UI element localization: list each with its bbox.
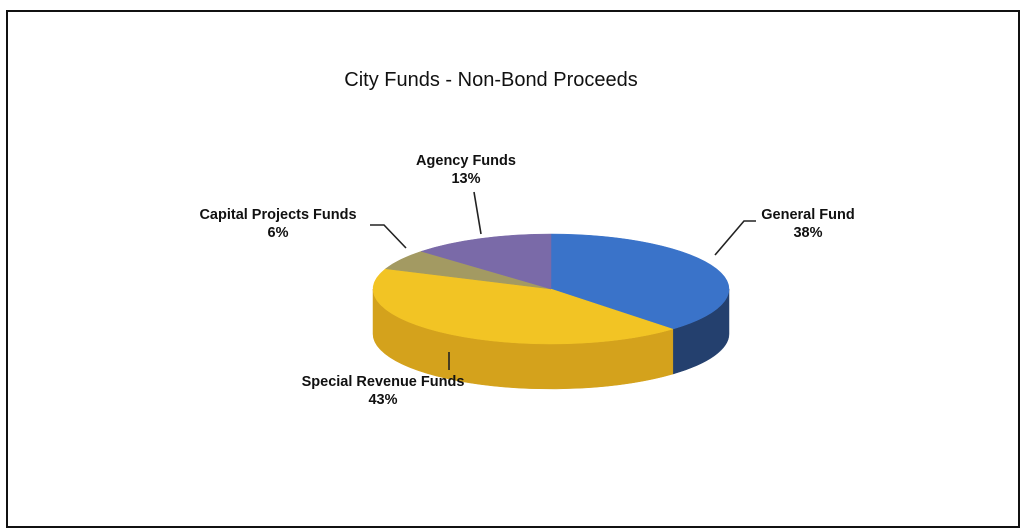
slice-value-capital-projects-funds: 6% [268, 225, 289, 241]
slice-labels: General Fund 38% Special Revenue Funds 43% C… [199, 153, 854, 408]
pie-slice-general-fund [550, 233, 730, 330]
pie-top [372, 233, 730, 345]
slice-value-agency-funds: 13% [451, 171, 480, 187]
chart-frame: City Funds - Non-Bond Proceeds General F… [6, 10, 1020, 528]
pie-slice-special-revenue-funds [372, 268, 674, 345]
slice-label-special-revenue-funds: Special Revenue Funds [302, 374, 465, 390]
leader-line-agency-funds [473, 191, 482, 235]
slice-value-special-revenue-funds: 43% [368, 392, 397, 408]
slice-label-agency-funds: Agency Funds [416, 153, 516, 169]
chart-title: City Funds - Non-Bond Proceeds [344, 69, 637, 91]
leader-lines [370, 191, 756, 370]
pie-chart: City Funds - Non-Bond Proceeds General F… [199, 69, 854, 408]
slice-label-general-fund: General Fund [761, 207, 854, 223]
slice-label-capital-projects-funds: Capital Projects Funds [199, 207, 356, 223]
pie-slice-agency-funds [420, 233, 552, 290]
leader-line-capital-projects-funds [370, 224, 407, 249]
slice-value-general-fund: 38% [793, 225, 822, 241]
leader-line-general-fund [714, 220, 756, 256]
